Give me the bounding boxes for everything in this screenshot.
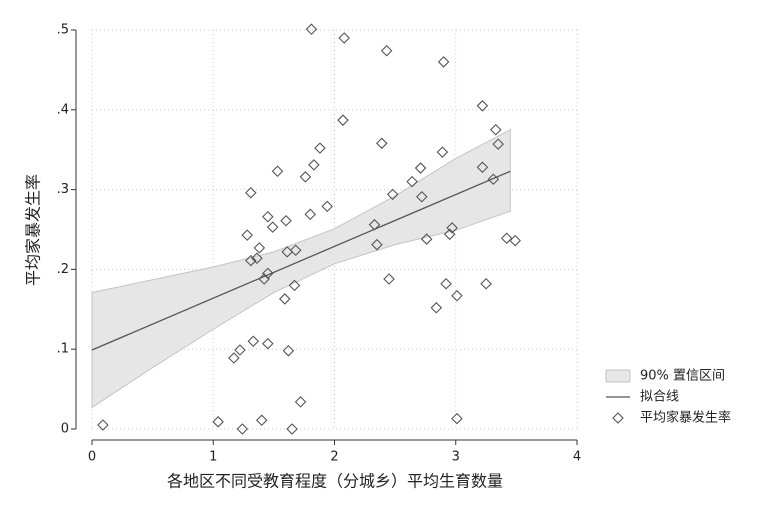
scatter-point [386,188,399,201]
scatter-point [212,416,224,428]
scatter-point [271,165,284,178]
scatter-point [476,161,489,174]
x-tick-label: 1 [209,450,217,465]
scatter-point [476,100,489,112]
scatter-point [416,191,428,203]
scatter-point [440,277,452,290]
scatter-point [430,301,443,314]
scatter-point [262,337,274,350]
scatter-point [437,56,450,68]
scatter-point [289,244,302,257]
scatter-point [282,345,295,357]
scatter-point [420,233,433,245]
scatter-point [97,419,109,431]
scatter-point [308,159,320,171]
y-tick-label: .5 [57,23,69,38]
scatter-point [436,146,449,158]
scatter-point [253,242,266,254]
y-tick-label: .4 [57,102,69,117]
scatter-point [500,232,513,245]
y-tick-label: .3 [57,182,69,197]
scatter-point [262,210,274,223]
scatter-point [236,423,249,435]
scatter-point [489,123,502,136]
scatter-point [288,279,301,292]
legend-label: 拟合线 [640,390,679,405]
scatter-point [228,352,240,364]
scatter-point [286,423,298,435]
scatter-point [262,267,274,280]
x-tick-label: 2 [330,450,338,465]
scatter-point [380,44,393,57]
scatter-point [480,277,492,290]
legend-swatch [605,369,631,383]
scatter-point [304,208,317,221]
scatter-point [406,175,418,188]
scatter-point [337,114,349,126]
scatter-point [338,32,350,44]
legend-swatch [612,412,624,424]
scatter-point [487,173,500,186]
y-tick-label: 0 [61,422,69,437]
x-axis-title: 各地区不同受教育程度（分城乡）平均生育数量 [167,472,503,491]
legend-label: 90% 置信区间 [640,369,725,384]
scatter-point [294,396,307,408]
y-tick-label: .2 [57,262,69,277]
scatter-point [251,252,263,265]
x-tick-label: 4 [573,450,581,465]
scatter-point [305,23,318,35]
scatter-point [245,254,257,267]
scatter-point [446,222,458,234]
scatter-point [376,137,388,150]
scatter-point [321,200,334,213]
scatter-point [414,162,427,174]
fit-line [91,170,511,351]
scatter-point [247,335,260,347]
scatter-point [234,344,246,356]
scatter-point [266,221,279,233]
y-axis-title: 平均家暴发生率 [24,174,43,286]
legend-label: 平均家暴发生率 [640,410,731,426]
scatter-point [255,414,268,426]
scatter-point [279,293,291,305]
scatter-point [383,273,395,285]
x-tick-label: 0 [88,450,96,465]
x-tick-label: 3 [452,450,460,465]
scatter-point [368,218,381,231]
scatter-point [509,234,521,247]
scatter-point [492,138,504,150]
scatter-point [451,412,463,425]
scatter-point [314,142,326,154]
scatter-point [241,229,253,241]
scatter-point [299,171,312,183]
scatter-point [451,289,463,302]
scatter-point [280,214,292,227]
scatter-point [245,187,257,199]
y-tick-label: .1 [57,342,69,357]
scatter-point [371,238,383,251]
